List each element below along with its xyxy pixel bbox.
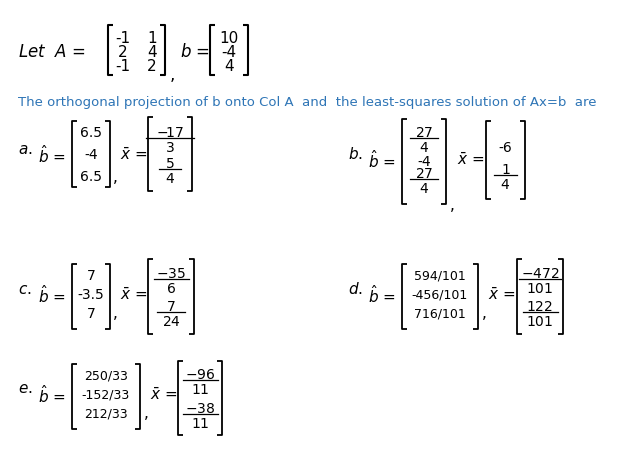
Text: -4: -4 [84, 148, 98, 162]
Text: $\hat{b}$ =: $\hat{b}$ = [38, 283, 65, 305]
Text: $-472$: $-472$ [521, 266, 559, 281]
Text: 7: 7 [87, 269, 96, 282]
Text: $6$: $6$ [166, 282, 176, 295]
Text: $\hat{b}$ =: $\hat{b}$ = [38, 144, 65, 166]
Text: $3$: $3$ [165, 141, 175, 155]
Text: $\bar{x}$ =: $\bar{x}$ = [150, 386, 177, 402]
Text: ,: , [113, 169, 118, 184]
Text: $\bar{x}$ =: $\bar{x}$ = [488, 286, 516, 302]
Text: $24$: $24$ [162, 314, 180, 328]
Text: -152/33: -152/33 [82, 388, 130, 400]
Text: 2: 2 [118, 45, 128, 60]
Text: $27$: $27$ [415, 126, 433, 140]
Text: $\bar{x}$ =: $\bar{x}$ = [120, 147, 148, 163]
Text: 212/33: 212/33 [84, 407, 128, 419]
Text: ,: , [144, 406, 149, 420]
Text: $101$: $101$ [526, 314, 553, 328]
Text: $7$: $7$ [166, 300, 176, 313]
Text: $\bar{x}$ =: $\bar{x}$ = [457, 151, 484, 168]
Text: ,: , [450, 197, 455, 212]
Text: -6: -6 [499, 141, 512, 155]
Text: $b$ =: $b$ = [180, 43, 210, 61]
Text: $11$: $11$ [191, 382, 209, 396]
Text: $e.$: $e.$ [18, 381, 33, 396]
Text: 716/101: 716/101 [414, 307, 466, 320]
Text: 1: 1 [147, 31, 157, 46]
Text: $\hat{b}$ =: $\hat{b}$ = [368, 149, 395, 170]
Text: $\bar{x}$ =: $\bar{x}$ = [120, 286, 148, 302]
Text: $4$: $4$ [165, 172, 175, 186]
Text: 2: 2 [147, 59, 157, 74]
Text: 594/101: 594/101 [414, 269, 466, 282]
Text: $11$: $11$ [191, 416, 209, 430]
Text: $a.$: $a.$ [18, 141, 33, 156]
Text: 6.5: 6.5 [80, 169, 102, 184]
Text: $5$: $5$ [165, 156, 175, 171]
Text: $101$: $101$ [526, 282, 553, 295]
Text: 4: 4 [224, 59, 234, 74]
Text: -4: -4 [221, 45, 236, 60]
Text: -1: -1 [116, 31, 130, 46]
Text: $\hat{b}$ =: $\hat{b}$ = [38, 383, 65, 405]
Text: $\it{Let}$  $A$ =: $\it{Let}$ $A$ = [18, 43, 85, 61]
Text: -1: -1 [116, 59, 130, 74]
Text: $-35$: $-35$ [156, 266, 186, 281]
Text: 6.5: 6.5 [80, 126, 102, 140]
Text: $4$: $4$ [501, 178, 510, 192]
Text: ,: , [482, 306, 487, 321]
Text: The orthogonal projection of b onto Col A  and  the least-squares solution of Ax: The orthogonal projection of b onto Col … [18, 96, 596, 109]
Text: $1$: $1$ [501, 163, 510, 176]
Text: $c.$: $c.$ [18, 281, 31, 296]
Text: $b.$: $b.$ [348, 146, 363, 162]
Text: $4$: $4$ [419, 181, 429, 195]
Text: 10: 10 [220, 31, 239, 46]
Text: $-\!17$: $-\!17$ [156, 126, 184, 140]
Text: $-96$: $-96$ [185, 367, 215, 381]
Text: 4: 4 [147, 45, 157, 60]
Text: ,: , [170, 66, 175, 84]
Text: 7: 7 [87, 307, 96, 320]
Text: -3.5: -3.5 [78, 288, 105, 301]
Text: $d.$: $d.$ [348, 281, 363, 296]
Text: -456/101: -456/101 [412, 288, 468, 301]
Text: ,: , [113, 306, 118, 321]
Text: $4$: $4$ [419, 141, 429, 155]
Text: $-38$: $-38$ [185, 401, 215, 415]
Text: $122$: $122$ [526, 300, 553, 313]
Text: $\hat{b}$ =: $\hat{b}$ = [368, 283, 395, 305]
Text: 250/33: 250/33 [84, 369, 128, 382]
Text: $27$: $27$ [415, 167, 433, 181]
Text: -4: -4 [417, 155, 431, 169]
